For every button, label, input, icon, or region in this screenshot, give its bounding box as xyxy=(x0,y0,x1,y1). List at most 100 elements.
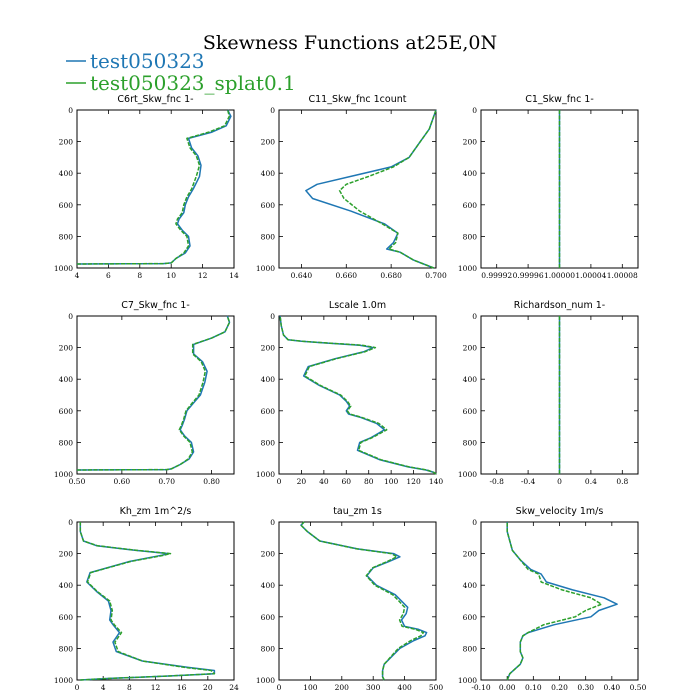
x-tick-label: 4 xyxy=(75,271,80,280)
y-tick-label: 200 xyxy=(59,138,74,147)
panel-title: C6rt_Skw_fnc 1- xyxy=(117,94,193,105)
y-tick-label: 200 xyxy=(463,550,478,559)
panel-5: Lscale 1.0m 0 20 40 60 80 100 120 140 0 200 400 600 8… xyxy=(256,300,443,486)
panel-title: Kh_zm 1m^2/s xyxy=(120,506,192,517)
y-tick-label: 0 xyxy=(270,312,275,321)
axes-box xyxy=(76,315,235,475)
panel-title: Richardson_num 1- xyxy=(514,300,605,311)
x-tick-label: 1.00004 xyxy=(575,271,606,280)
x-tick-label: 8 xyxy=(127,683,132,692)
y-tick-label: 1000 xyxy=(256,470,275,479)
y-tick-label: 400 xyxy=(463,169,478,178)
x-tick-label: 0.40 xyxy=(603,683,620,692)
x-tick-label: 20 xyxy=(203,683,213,692)
y-tick-label: 200 xyxy=(261,344,276,353)
y-tick-label: 800 xyxy=(463,438,478,447)
y-tick-label: 0 xyxy=(68,312,73,321)
x-tick-label: 500 xyxy=(429,683,444,692)
series-line-2 xyxy=(506,522,603,681)
panel-2: C11_Skw_fnc 1count 0.640 0.660 0.680 0.700 0 2… xyxy=(256,94,447,280)
y-tick-label: 0 xyxy=(472,106,477,115)
x-tick-label: 8 xyxy=(137,271,142,280)
x-tick-label: 12 xyxy=(151,683,161,692)
y-tick-label: 0 xyxy=(472,518,477,527)
series-line-1 xyxy=(506,522,618,681)
series-line-2 xyxy=(338,109,437,269)
y-tick-label: 600 xyxy=(261,201,276,210)
figure-title: Skewness Functions at25E,0N xyxy=(203,32,497,54)
panel-title: Skw_velocity 1m/s xyxy=(516,506,604,517)
x-tick-label: -0.8 xyxy=(489,477,504,486)
x-tick-label: 300 xyxy=(366,683,381,692)
x-tick-label: 12 xyxy=(198,271,208,280)
series-line-2 xyxy=(76,315,231,471)
axes-box xyxy=(76,109,235,269)
y-tick-label: 600 xyxy=(261,407,276,416)
x-tick-label: 0.30 xyxy=(577,683,594,692)
axes-box xyxy=(480,521,639,681)
y-tick-label: 0 xyxy=(270,106,275,115)
x-tick-label: 0 xyxy=(277,683,282,692)
panel-7: Kh_zm 1m^2/s 0 4 8 12 16 20 24 0 200 400 600 800 1000 xyxy=(54,506,239,692)
x-tick-label: -0.4 xyxy=(521,477,536,486)
y-tick-label: 600 xyxy=(59,613,74,622)
x-tick-label: 120 xyxy=(406,477,421,486)
y-tick-label: 0 xyxy=(68,106,73,115)
y-tick-label: 1000 xyxy=(458,470,477,479)
panel-4: C7_Skw_fnc 1- 0.50 0.60 0.70 0.80 0 200 400 600 8… xyxy=(54,300,235,486)
series-line-2 xyxy=(279,315,437,475)
series-line-1 xyxy=(279,315,437,475)
x-tick-label: 60 xyxy=(342,477,352,486)
y-tick-label: 600 xyxy=(463,407,478,416)
x-tick-label: 0 xyxy=(75,683,80,692)
x-tick-label: 24 xyxy=(229,683,239,692)
x-tick-label: 400 xyxy=(397,683,412,692)
y-tick-label: 400 xyxy=(59,169,74,178)
y-tick-label: 600 xyxy=(463,613,478,622)
y-tick-label: 1000 xyxy=(458,676,477,685)
y-tick-label: 200 xyxy=(261,138,276,147)
x-tick-label: 0.70 xyxy=(158,477,175,486)
x-tick-label: 14 xyxy=(229,271,239,280)
y-tick-label: 400 xyxy=(463,581,478,590)
y-tick-label: 0 xyxy=(68,518,73,527)
x-tick-label: 0 xyxy=(557,477,562,486)
x-tick-label: 100 xyxy=(303,683,318,692)
panel-title: C7_Skw_fnc 1- xyxy=(121,300,190,311)
panels: C6rt_Skw_fnc 1-4 6 8 10 12 140200400600800100… xyxy=(54,94,647,692)
x-tick-label: 80 xyxy=(364,477,374,486)
y-tick-label: 800 xyxy=(261,644,276,653)
x-tick-label: 0.99996 xyxy=(513,271,544,280)
y-tick-label: 600 xyxy=(59,407,74,416)
y-tick-label: 1000 xyxy=(256,676,275,685)
x-tick-label: 4 xyxy=(101,683,106,692)
x-tick-label: 10 xyxy=(166,271,176,280)
x-tick-label: 0.50 xyxy=(69,477,86,486)
y-tick-label: 1000 xyxy=(256,264,275,273)
x-tick-label: -0.10 xyxy=(471,683,490,692)
y-tick-label: 0 xyxy=(270,518,275,527)
y-tick-label: 1000 xyxy=(54,470,73,479)
y-tick-label: 400 xyxy=(463,375,478,384)
y-tick-label: 1000 xyxy=(54,264,73,273)
x-tick-label: 0.20 xyxy=(551,683,568,692)
axes-box xyxy=(278,109,437,269)
x-tick-label: 0.10 xyxy=(525,683,542,692)
y-tick-label: 200 xyxy=(463,138,478,147)
panel-6: Richardson_num 1- -0.8 -0.4 0 0.4 0.8 0 200 400 6… xyxy=(458,300,639,486)
panel-title: tau_zm 1s xyxy=(333,506,382,517)
y-tick-label: 600 xyxy=(59,201,74,210)
y-tick-label: 200 xyxy=(463,344,478,353)
panel-title: C1_Skw_fnc 1- xyxy=(525,94,594,105)
y-tick-label: 600 xyxy=(463,201,478,210)
x-tick-label: 1.00008 xyxy=(607,271,638,280)
x-tick-label: 0.80 xyxy=(203,477,220,486)
y-tick-label: 800 xyxy=(463,644,478,653)
x-tick-label: 200 xyxy=(335,683,350,692)
y-tick-label: 400 xyxy=(261,375,276,384)
y-tick-label: 400 xyxy=(261,581,276,590)
panel-9: Skw_velocity 1m/s -0.10 0.00 0.10 0.20 0.30 0.… xyxy=(458,506,647,692)
x-tick-label: 0.8 xyxy=(616,477,628,486)
panel-title: Lscale 1.0m xyxy=(329,300,386,311)
x-tick-label: 20 xyxy=(297,477,307,486)
